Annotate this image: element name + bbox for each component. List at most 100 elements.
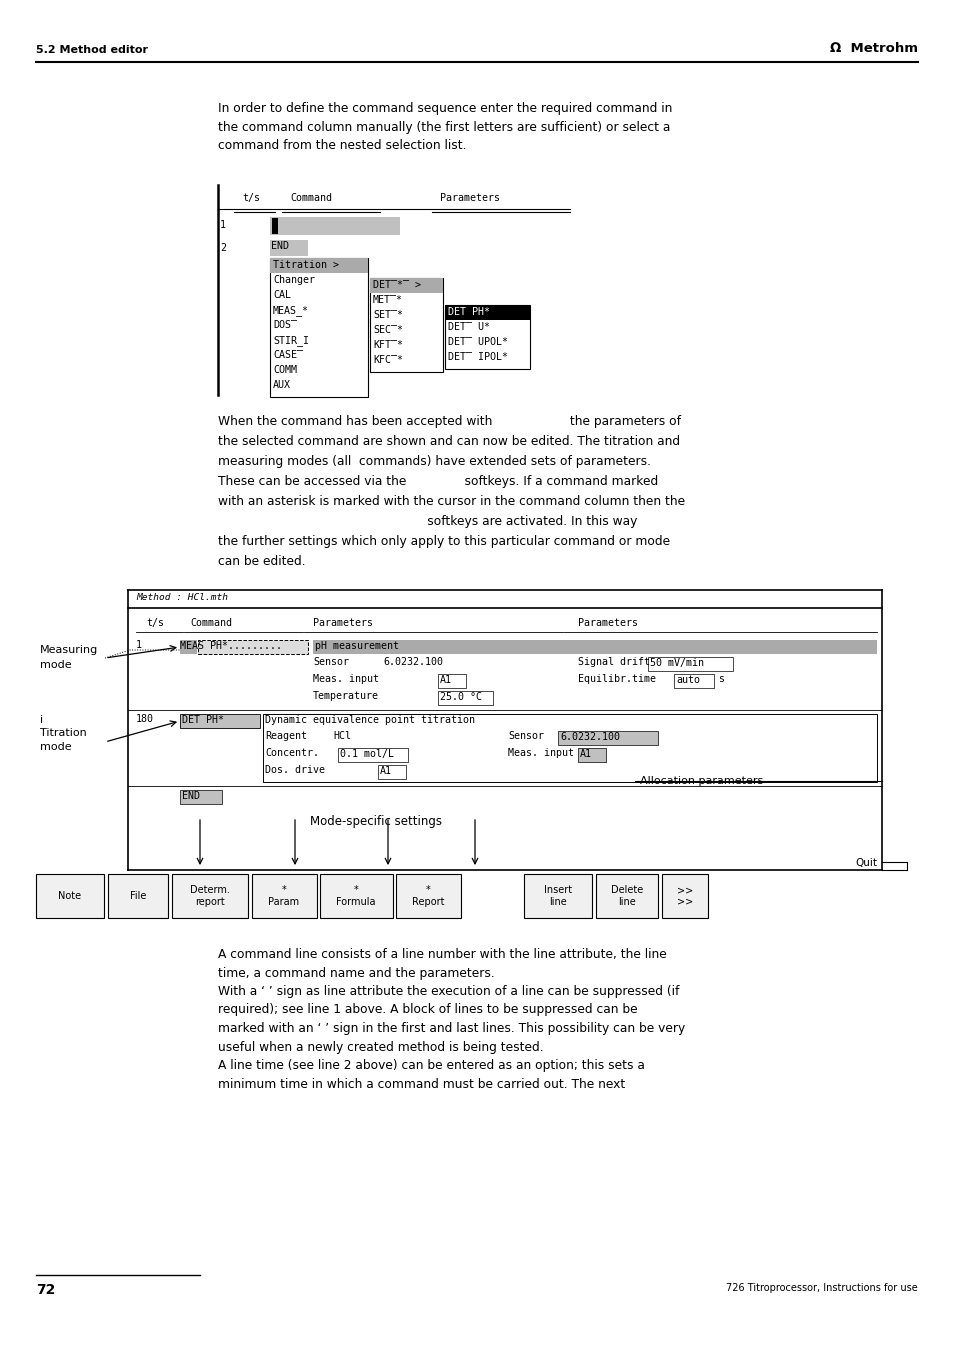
Text: Mode-specific settings: Mode-specific settings (310, 815, 441, 828)
Text: Parameters: Parameters (313, 617, 373, 628)
Text: 726 Titroprocessor, Instructions for use: 726 Titroprocessor, Instructions for use (725, 1283, 917, 1293)
Text: Meas. input: Meas. input (507, 748, 574, 758)
Bar (395, 874, 460, 917)
Bar (270, 258, 368, 273)
Text: COMM: COMM (273, 365, 296, 376)
Bar (437, 690, 493, 705)
Text: 25.0 °C: 25.0 °C (439, 692, 481, 703)
Text: Parameters: Parameters (578, 617, 638, 628)
Bar (270, 240, 308, 255)
Bar (578, 748, 605, 762)
Text: *
Report: * Report (412, 885, 444, 907)
Bar (596, 874, 658, 917)
Text: HCl: HCl (333, 731, 351, 740)
Text: Changer: Changer (273, 276, 314, 285)
Text: mode: mode (40, 742, 71, 753)
Bar (337, 748, 408, 762)
Text: Ω  Metrohm: Ω Metrohm (829, 42, 917, 55)
Bar (647, 657, 732, 671)
Text: 72: 72 (36, 1283, 55, 1297)
Text: can be edited.: can be edited. (218, 555, 305, 567)
Bar (198, 640, 308, 654)
Text: t/s: t/s (242, 193, 260, 203)
Text: 50 mV/min: 50 mV/min (649, 658, 703, 667)
Bar (558, 731, 658, 744)
Bar (319, 874, 393, 917)
Text: Command: Command (190, 617, 232, 628)
Text: MEAS PH*.........: MEAS PH*......... (180, 640, 282, 651)
Text: 1: 1 (136, 640, 142, 650)
Text: Method : HCl.mth: Method : HCl.mth (136, 593, 228, 603)
Text: t/s: t/s (146, 617, 164, 628)
Text: Note: Note (58, 892, 81, 901)
Text: Equilibr.time: Equilibr.time (578, 674, 656, 684)
Bar (272, 218, 277, 234)
Text: with an asterisk is marked with the cursor in the command column then the: with an asterisk is marked with the curs… (218, 494, 684, 508)
Bar (108, 874, 168, 917)
Text: File: File (130, 892, 146, 901)
Text: In order to define the command sequence enter the required command in
the comman: In order to define the command sequence … (218, 101, 672, 153)
Bar (180, 640, 196, 654)
Bar (252, 874, 316, 917)
Bar (673, 674, 713, 688)
Text: Concentr.: Concentr. (265, 748, 318, 758)
Text: Titration >: Titration > (273, 259, 338, 270)
Bar (263, 713, 876, 782)
Text: the further settings which only apply to this particular command or mode: the further settings which only apply to… (218, 535, 669, 549)
Text: Delete
line: Delete line (610, 885, 642, 907)
Text: STIR_I: STIR_I (273, 335, 309, 346)
Text: Dos. drive: Dos. drive (265, 765, 325, 775)
Bar (180, 790, 222, 804)
Text: Parameters: Parameters (439, 193, 499, 203)
Text: MET̅*: MET̅* (373, 295, 402, 305)
Bar (437, 674, 465, 688)
Text: the selected command are shown and can now be edited. The titration and: the selected command are shown and can n… (218, 435, 679, 449)
Bar (661, 874, 707, 917)
Text: Titration: Titration (40, 728, 87, 738)
Text: DET̅ UPOL*: DET̅ UPOL* (448, 336, 507, 347)
Text: 6.0232.100: 6.0232.100 (559, 732, 619, 742)
Text: Determ.
report: Determ. report (190, 885, 230, 907)
Text: AUX: AUX (273, 380, 291, 390)
Text: DOS̅: DOS̅ (273, 320, 296, 330)
Text: When the command has been accepted with                    the parameters of: When the command has been accepted with … (218, 415, 680, 428)
Text: Signal drift: Signal drift (578, 657, 649, 667)
Text: mode: mode (40, 661, 71, 670)
Text: END: END (182, 790, 200, 801)
Bar (370, 278, 442, 293)
Text: DET̅ U*: DET̅ U* (448, 322, 490, 332)
Text: DET PH*: DET PH* (182, 715, 224, 725)
Text: MEAS_*: MEAS_* (273, 305, 309, 316)
Text: *
Formula: * Formula (335, 885, 375, 907)
Text: DET̅*̅ >: DET̅*̅ > (373, 280, 420, 290)
Text: KFT̅*: KFT̅* (373, 340, 402, 350)
Text: 180: 180 (136, 713, 153, 724)
Text: CAL: CAL (273, 290, 291, 300)
Bar (313, 640, 876, 654)
Text: DET PH*: DET PH* (448, 307, 490, 317)
Text: A command line consists of a line number with the line attribute, the line
time,: A command line consists of a line number… (218, 948, 684, 1090)
Text: 1: 1 (220, 220, 226, 230)
Bar (263, 713, 876, 728)
Text: KFC̅*: KFC̅* (373, 355, 402, 365)
Bar (370, 278, 442, 372)
Bar (523, 874, 592, 917)
Text: auto: auto (676, 676, 700, 685)
Text: *
Param: * Param (268, 885, 299, 907)
Text: Reagent: Reagent (265, 731, 307, 740)
Text: END: END (271, 240, 289, 251)
Text: CASE̅: CASE̅ (273, 350, 303, 359)
Text: measuring modes (all  commands) have extended sets of parameters.: measuring modes (all commands) have exte… (218, 455, 650, 467)
Text: These can be accessed via the               softkeys. If a command marked: These can be accessed via the softkeys. … (218, 476, 658, 488)
Text: 6.0232.100: 6.0232.100 (382, 657, 442, 667)
Text: Meas. input: Meas. input (313, 674, 378, 684)
Text: 0.1 mol/L: 0.1 mol/L (339, 748, 394, 759)
Text: Dynamic equivalence point titration: Dynamic equivalence point titration (265, 715, 475, 725)
Text: 2: 2 (220, 243, 226, 253)
Bar (444, 305, 530, 369)
Text: Allocation parameters: Allocation parameters (639, 775, 762, 786)
Bar (270, 258, 368, 397)
Bar (180, 713, 260, 728)
Text: i: i (40, 715, 43, 725)
Text: >>
>>: >> >> (677, 885, 693, 907)
